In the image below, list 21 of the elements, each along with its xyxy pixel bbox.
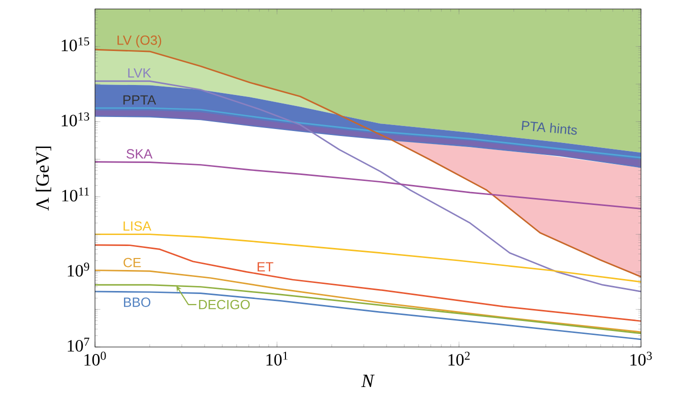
x-tick-label: 10$^{2}$ xyxy=(448,352,470,366)
y-tick-label: 10$^{13}$ xyxy=(62,112,90,126)
series-label: SKA xyxy=(126,149,152,159)
x-tick-label: 10$^{1}$ xyxy=(266,352,288,366)
y-tick-label: 10$^{9}$ xyxy=(68,262,90,277)
series-label: BBO xyxy=(124,298,150,307)
series-label: LV (O3) xyxy=(118,35,162,48)
x-tick-label: 10$^{0}$ xyxy=(84,352,106,366)
y-axis-title: Λ [GeV] xyxy=(36,146,52,211)
x-axis-title: N xyxy=(361,374,375,387)
y-tick-label: 10$^{15}$ xyxy=(62,37,90,52)
series-label: LISA xyxy=(124,221,152,231)
x-tick-label: 10$^{3}$ xyxy=(630,352,652,366)
series-label: LVK xyxy=(128,68,152,78)
y-tick-label: 10$^{11}$ xyxy=(62,188,89,202)
series-label: CE xyxy=(124,258,141,268)
legend-label: DECIGO xyxy=(199,300,250,310)
annotation: PPTA xyxy=(123,95,156,104)
series-label: ET xyxy=(258,262,274,272)
y-tick-label: 10$^{7}$ xyxy=(68,338,90,352)
legend-label: PTA hints xyxy=(522,120,577,135)
